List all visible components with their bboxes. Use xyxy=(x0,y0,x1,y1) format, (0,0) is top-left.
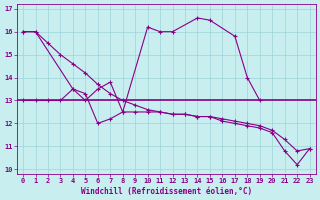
X-axis label: Windchill (Refroidissement éolien,°C): Windchill (Refroidissement éolien,°C) xyxy=(81,187,252,196)
